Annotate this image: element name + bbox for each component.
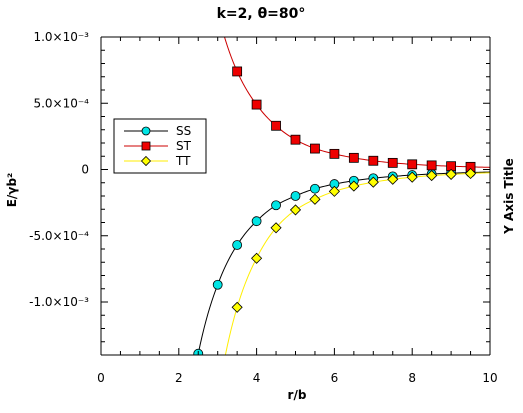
y-tick-label: 5.0×10⁻⁴: [33, 96, 89, 110]
data-point-st: [310, 143, 320, 154]
data-point-st: [426, 160, 437, 171]
data-point-tt: [426, 170, 438, 182]
data-point-ss: [232, 240, 243, 250]
data-point-st: [290, 134, 301, 145]
x-axis-label: r/b: [288, 388, 307, 402]
data-point-st: [407, 159, 418, 170]
data-point-tt: [445, 168, 457, 180]
x-tick-label: 0: [97, 371, 105, 385]
chart-title: k=2, θ=80°: [217, 6, 306, 22]
tick-labels: 0 2 4 6 8 10 1.0×10⁻³ 5.0×10⁻⁴ 0 -5.0×10⁻⁴ -1.0×10…: [29, 30, 498, 385]
data-point-tt: [464, 167, 477, 180]
y-tick-label: 0: [81, 163, 89, 177]
data-point-tt: [289, 204, 302, 216]
series-line-tt: [224, 172, 490, 355]
x-tick-label: 6: [331, 371, 339, 385]
data-point-st: [329, 148, 340, 159]
data-point-st: [251, 99, 262, 110]
legend-marker-ss: [141, 126, 151, 136]
data-point-tt: [231, 301, 243, 313]
data-point-tt: [387, 173, 399, 185]
legend-label-ss: SS: [176, 124, 191, 138]
data-point-tt: [328, 185, 340, 197]
legend-marker-st: [141, 141, 151, 151]
data-point-st: [348, 152, 359, 163]
data-point-ss: [310, 183, 320, 194]
data-point-tt: [309, 193, 321, 205]
data-point-tt: [348, 180, 360, 192]
legend-marker-tt: [140, 155, 152, 167]
data-point-tt: [251, 252, 263, 264]
plot-markers: [193, 66, 477, 355]
y-tick-label: -1.0×10⁻³: [29, 295, 89, 309]
data-point-st: [232, 66, 243, 77]
axes: [100, 36, 491, 356]
data-point-tt: [367, 176, 379, 188]
x-tick-label: 8: [408, 371, 416, 385]
series-line-st: [223, 37, 490, 168]
data-point-st: [387, 157, 398, 168]
data-point-tt: [406, 171, 418, 183]
data-point-st: [368, 155, 379, 166]
data-point-ss: [290, 191, 301, 201]
y-axis-label: E/γb²: [5, 173, 19, 208]
legend-label-st: ST: [176, 139, 192, 153]
data-point-ss: [251, 216, 262, 227]
data-point-tt: [270, 222, 282, 234]
plot-lines: [197, 37, 490, 355]
x-tick-label: 4: [253, 371, 261, 385]
y2-axis-label: Y Axis Title: [502, 158, 516, 235]
legend-label-tt: TT: [175, 154, 191, 168]
x-tick-label: 2: [175, 371, 183, 385]
y-tick-label: 1.0×10⁻³: [33, 30, 89, 44]
data-point-ss: [271, 200, 281, 211]
x-tick-label: 10: [482, 371, 497, 385]
data-point-st: [271, 120, 281, 131]
data-point-ss: [212, 279, 223, 290]
y-tick-label: -5.0×10⁻⁴: [29, 229, 89, 243]
